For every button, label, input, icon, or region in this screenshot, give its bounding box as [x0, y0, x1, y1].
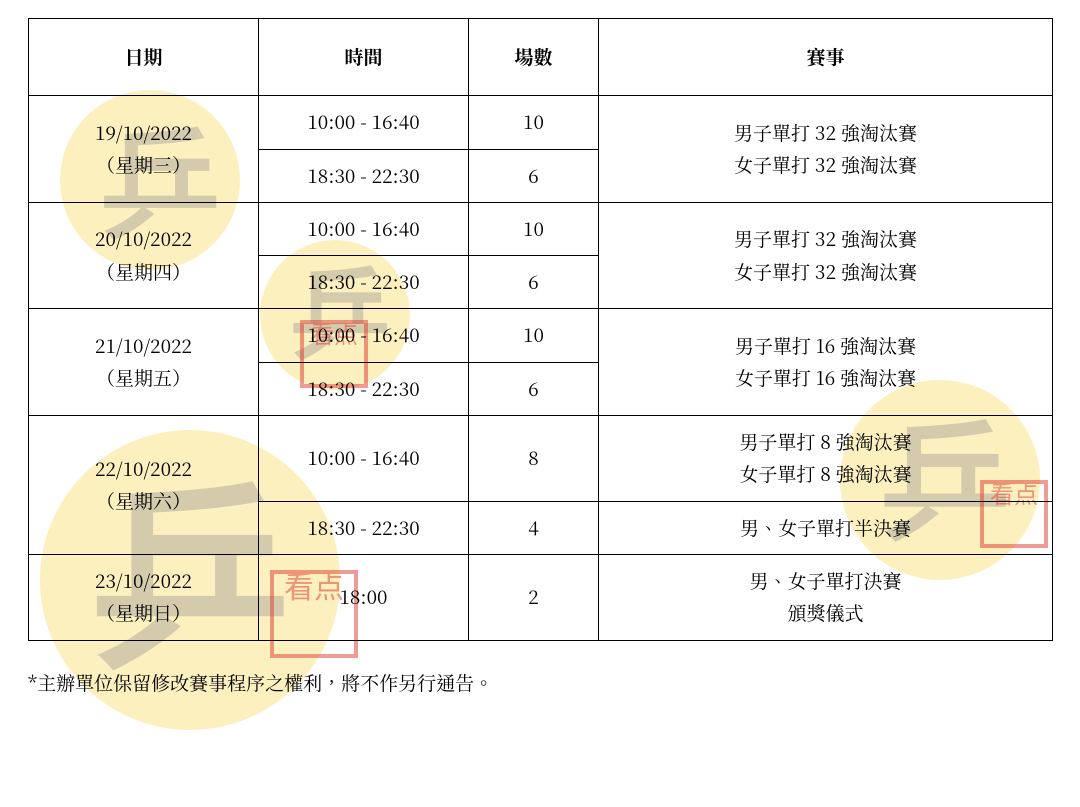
table-row: 20/10/2022（星期四）10:00 - 16:4010男子單打 32 強淘… [29, 202, 1053, 255]
count-cell: 6 [469, 149, 599, 202]
time-cell: 18:30 - 22:30 [259, 362, 469, 415]
count-cell: 10 [469, 202, 599, 255]
event-cell: 男子單打 8 強淘汰賽女子單打 8 強淘汰賽 [599, 416, 1053, 502]
header-count: 場數 [469, 19, 599, 96]
count-cell: 6 [469, 256, 599, 309]
table-row: 21/10/2022（星期五）10:00 - 16:4010男子單打 16 強淘… [29, 309, 1053, 362]
footnote: *主辦單位保留修改賽事程序之權利，將不作另行通告。 [28, 669, 1052, 696]
count-cell: 4 [469, 501, 599, 554]
header-event: 賽事 [599, 19, 1053, 96]
date-cell: 19/10/2022（星期三） [29, 96, 259, 203]
event-cell: 男子單打 16 強淘汰賽女子單打 16 強淘汰賽 [599, 309, 1053, 416]
event-cell: 男子單打 32 強淘汰賽女子單打 32 強淘汰賽 [599, 96, 1053, 203]
header-time: 時間 [259, 19, 469, 96]
table-row: 19/10/2022（星期三）10:00 - 16:4010男子單打 32 強淘… [29, 96, 1053, 149]
header-row: 日期 時間 場數 賽事 [29, 19, 1053, 96]
event-cell: 男、女子單打半決賽 [599, 501, 1053, 554]
time-cell: 18:30 - 22:30 [259, 149, 469, 202]
count-cell: 10 [469, 96, 599, 149]
time-cell: 18:30 - 22:30 [259, 256, 469, 309]
count-cell: 6 [469, 362, 599, 415]
header-date: 日期 [29, 19, 259, 96]
time-cell: 18:30 - 22:30 [259, 501, 469, 554]
table-row: 23/10/2022（星期日）18:002男、女子單打決賽頒獎儀式 [29, 554, 1053, 640]
count-cell: 10 [469, 309, 599, 362]
time-cell: 10:00 - 16:40 [259, 202, 469, 255]
schedule-table: 日期 時間 場數 賽事 19/10/2022（星期三）10:00 - 16:40… [28, 18, 1053, 641]
date-cell: 23/10/2022（星期日） [29, 554, 259, 640]
time-cell: 10:00 - 16:40 [259, 309, 469, 362]
date-cell: 20/10/2022（星期四） [29, 202, 259, 309]
date-cell: 22/10/2022（星期六） [29, 416, 259, 555]
table-row: 22/10/2022（星期六）10:00 - 16:408男子單打 8 強淘汰賽… [29, 416, 1053, 502]
time-cell: 10:00 - 16:40 [259, 416, 469, 502]
event-cell: 男、女子單打決賽頒獎儀式 [599, 554, 1053, 640]
time-cell: 10:00 - 16:40 [259, 96, 469, 149]
date-cell: 21/10/2022（星期五） [29, 309, 259, 416]
count-cell: 2 [469, 554, 599, 640]
count-cell: 8 [469, 416, 599, 502]
time-cell: 18:00 [259, 554, 469, 640]
event-cell: 男子單打 32 強淘汰賽女子單打 32 強淘汰賽 [599, 202, 1053, 309]
